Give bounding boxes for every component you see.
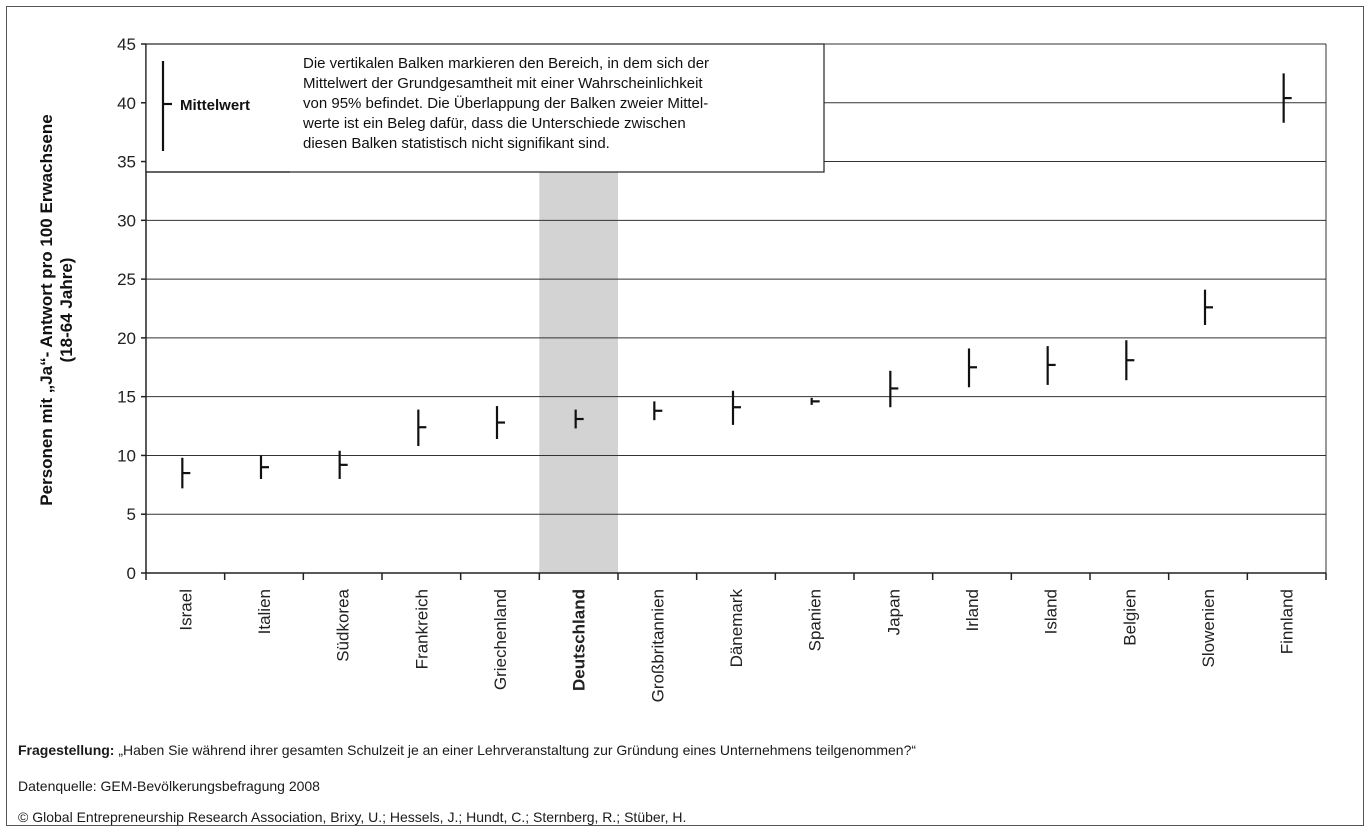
y-tick-label: 10	[117, 446, 136, 465]
x-tick-label: Deutschland	[570, 589, 589, 691]
x-tick-label: Frankreich	[412, 589, 431, 669]
legend-note-line: Mittelwert der Grundgesamtheit mit einer…	[303, 75, 703, 92]
x-tick-label: Israel	[176, 589, 195, 631]
y-tick-label: 25	[117, 270, 136, 289]
x-tick-label: Dänemark	[727, 589, 746, 668]
y-tick-label: 35	[117, 153, 136, 172]
legend-note-line: Die vertikalen Balken markieren den Bere…	[303, 55, 709, 72]
x-tick-label: Belgien	[1120, 589, 1139, 646]
legend-note-line: werte ist ein Beleg dafür, dass die Unte…	[302, 115, 686, 132]
legend-label: Mittelwert	[180, 97, 250, 114]
x-tick-label: Griechenland	[491, 589, 510, 690]
y-axis-title: Personen mit „Ja“- Antwort pro 100 Erwac…	[37, 114, 56, 505]
x-tick-label: Japan	[884, 589, 903, 635]
data-source: Datenquelle: GEM-Bevölkerungsbefragung 2…	[18, 778, 320, 794]
x-tick-label: Slowenien	[1199, 589, 1218, 667]
copyright: © Global Entrepreneurship Research Assoc…	[18, 809, 687, 825]
y-tick-label: 15	[117, 388, 136, 407]
figure-frame	[6, 6, 1364, 826]
y-axis-title-unit: (18-64 Jahre)	[57, 258, 76, 363]
y-tick-label: 45	[117, 35, 136, 54]
y-tick-label: 5	[127, 505, 136, 524]
question-line: Fragestellung: „Haben Sie während ihrer …	[18, 742, 916, 758]
question-label: Fragestellung:	[18, 742, 115, 758]
y-tick-label: 40	[117, 94, 136, 113]
y-tick-label: 30	[117, 211, 136, 230]
legend: Mittelwert Die vertikalen Balken markiere…	[145, 43, 825, 173]
x-tick-label: Irland	[963, 589, 982, 632]
question-text: „Haben Sie während ihrer gesamten Schulz…	[114, 742, 917, 758]
x-tick-label: Island	[1042, 589, 1061, 634]
y-tick-label: 20	[117, 329, 136, 348]
x-tick-label: Spanien	[806, 589, 825, 651]
x-tick-label: Südkorea	[334, 588, 353, 661]
legend-note-line: diesen Balken statistisch nicht signifik…	[303, 135, 610, 152]
x-tick-label: Finnland	[1278, 589, 1297, 654]
legend-box	[145, 43, 825, 173]
x-tick-label: Italien	[255, 589, 274, 634]
x-tick-label: Großbritannien	[648, 589, 667, 702]
legend-note-line: von 95% befindet. Die Überlappung der Ba…	[303, 94, 708, 112]
y-tick-label: 0	[127, 564, 136, 583]
